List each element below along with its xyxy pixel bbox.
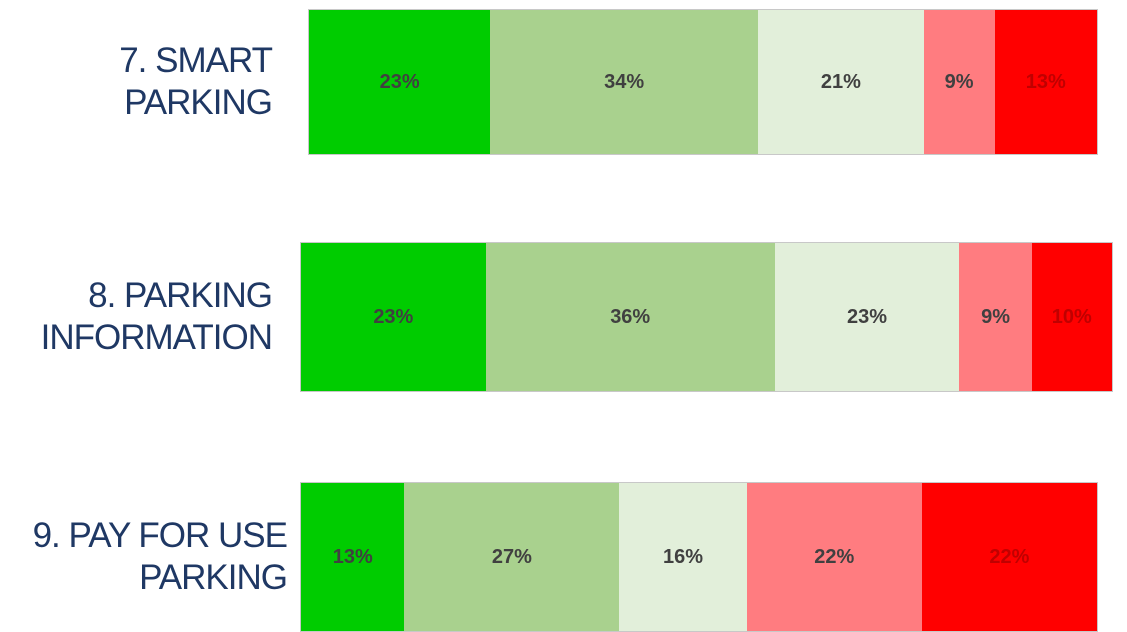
data-label: 9%: [944, 70, 974, 93]
bar-segment: 9%: [959, 243, 1032, 391]
category-label: 7. SMART PARKING: [119, 41, 273, 122]
bar-segment: 13%: [994, 10, 1097, 154]
bar-segment: 22%: [746, 483, 922, 631]
data-label: 21%: [820, 70, 861, 93]
data-label: 16%: [663, 545, 704, 568]
data-label: 23%: [373, 305, 414, 328]
category-label: 9. PAY FOR USE PARKING: [32, 516, 288, 597]
data-label: 22%: [989, 545, 1030, 568]
bar-segment: 23%: [774, 243, 960, 391]
data-label: 23%: [379, 70, 420, 93]
bar-segment: 21%: [758, 10, 924, 154]
data-label: 9%: [981, 305, 1010, 328]
data-label: 23%: [847, 305, 888, 328]
data-label: 13%: [1025, 70, 1066, 93]
data-label: 13%: [332, 545, 373, 568]
bar-segment: 13%: [301, 483, 405, 631]
bar: 23% 34% 21% 9% 13%: [308, 9, 1098, 155]
bar: 23% 36% 23% 9% 10%: [300, 242, 1113, 392]
bar-segment: 27%: [404, 483, 620, 631]
bar-segment: 23%: [301, 243, 486, 391]
bar-segment: 22%: [921, 483, 1097, 631]
bar-segment: 23%: [309, 10, 491, 154]
bar-segment: 16%: [619, 483, 747, 631]
data-label: 10%: [1051, 305, 1092, 328]
data-label: 34%: [604, 70, 645, 93]
bar-segment: 34%: [490, 10, 759, 154]
bar-segment: 10%: [1031, 243, 1112, 391]
data-label: 27%: [491, 545, 532, 568]
category-label: 8. PARKING INFORMATION: [40, 276, 273, 357]
data-label: 22%: [814, 545, 855, 568]
bar-segment: 36%: [485, 243, 775, 391]
data-label: 36%: [610, 305, 651, 328]
bar-segment: 9%: [923, 10, 995, 154]
bar: 13% 27% 16% 22% 22%: [300, 482, 1098, 632]
